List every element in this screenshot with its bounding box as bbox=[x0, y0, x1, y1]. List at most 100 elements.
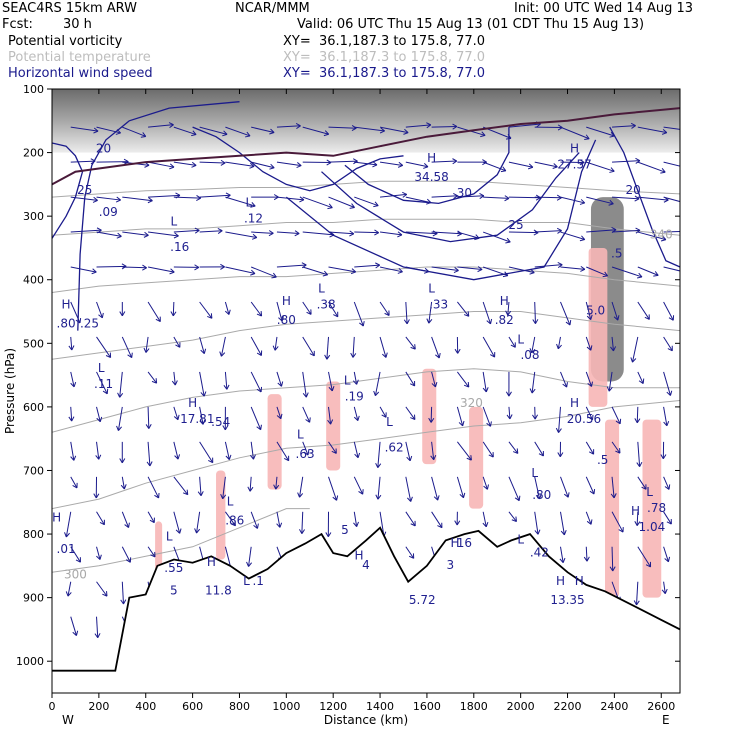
extremum-label: .63 bbox=[296, 447, 315, 461]
extremum-label: .86 bbox=[225, 514, 244, 528]
wind-vector-shaft bbox=[173, 196, 201, 199]
wind-vector-head bbox=[667, 345, 673, 352]
wind-vector-shaft bbox=[663, 371, 671, 396]
x-tick-label: 1800 bbox=[460, 700, 488, 713]
wind-vector-shaft bbox=[508, 511, 517, 522]
wind-vector-head bbox=[565, 320, 572, 326]
wind-vector bbox=[375, 441, 382, 468]
wind-vector bbox=[560, 476, 570, 498]
wind-vector-head bbox=[96, 416, 103, 423]
wind-vector-shaft bbox=[637, 196, 669, 201]
wind-vector-head bbox=[562, 382, 568, 388]
wind-vector-head bbox=[253, 523, 259, 529]
wind-vector-head bbox=[588, 414, 594, 421]
wind-vector-shaft bbox=[196, 511, 201, 534]
wind-vector-head bbox=[638, 378, 645, 384]
extremum-label: .82 bbox=[495, 313, 514, 327]
wind-vector bbox=[353, 301, 365, 327]
wind-vector bbox=[122, 264, 147, 271]
wind-vector-shaft bbox=[431, 266, 459, 272]
wind-vector bbox=[173, 336, 181, 348]
wind-vector bbox=[559, 511, 567, 536]
wind-vector-head bbox=[409, 380, 416, 387]
wind-vector-shaft bbox=[612, 160, 640, 163]
wind-vector bbox=[352, 371, 359, 385]
wind-vector bbox=[225, 126, 251, 138]
wind-vector-head bbox=[529, 268, 535, 275]
wind-vector-head bbox=[660, 235, 667, 242]
wind-vector bbox=[405, 371, 416, 387]
wind-vector bbox=[70, 196, 98, 203]
wind-vector-head bbox=[278, 316, 284, 322]
wind-vector-head bbox=[375, 462, 382, 468]
wind-vector bbox=[583, 546, 590, 562]
negative-pv-region bbox=[588, 247, 608, 407]
wind-vector-head bbox=[454, 520, 461, 526]
field-xy-wind: XY= 36.1,187.3 to 175.8, 77.0 bbox=[283, 66, 486, 81]
wind-vector-shaft bbox=[199, 194, 231, 198]
wind-vector-shaft bbox=[199, 476, 202, 496]
extremum-label: 25 bbox=[508, 218, 523, 232]
wind-vector bbox=[96, 581, 108, 597]
wind-vector-head bbox=[463, 382, 470, 388]
wind-vector-head bbox=[661, 588, 668, 594]
wind-vector-shaft bbox=[96, 126, 121, 134]
wind-vector-head bbox=[609, 131, 615, 138]
wind-vector bbox=[302, 266, 329, 277]
wind-vector-head bbox=[680, 269, 685, 274]
x-tick-label: 800 bbox=[229, 700, 250, 713]
wind-vector-head bbox=[358, 489, 364, 495]
wind-vector bbox=[173, 511, 182, 534]
wind-vector-head bbox=[219, 351, 226, 357]
wind-vector-shaft bbox=[508, 161, 533, 168]
wind-vector-shaft bbox=[147, 266, 175, 273]
wind-vector-shaft bbox=[637, 476, 647, 490]
wind-vector-head bbox=[72, 630, 79, 636]
wind-vector-head bbox=[224, 309, 231, 315]
wind-vector bbox=[246, 546, 253, 567]
wind-vector-shaft bbox=[586, 196, 614, 205]
wind-vector-shaft bbox=[456, 301, 470, 317]
wind-vector-shaft bbox=[508, 476, 520, 501]
wind-vector-shaft bbox=[301, 511, 304, 534]
field-xy-pv: XY= 36.1,187.3 to 175.8, 77.0 bbox=[283, 34, 486, 49]
extremum-label: L bbox=[531, 466, 538, 480]
wind-vector bbox=[70, 441, 77, 461]
extremum-label: .78 bbox=[647, 501, 666, 515]
wind-vector-shaft bbox=[507, 301, 510, 316]
wind-vector-head bbox=[512, 448, 519, 454]
wind-vector-shaft bbox=[379, 231, 402, 236]
wind-vector-head bbox=[349, 230, 355, 237]
wind-vector-head bbox=[663, 420, 670, 427]
wind-vector-shaft bbox=[96, 616, 99, 638]
wind-vector bbox=[660, 441, 667, 460]
x-tick-label: 2000 bbox=[507, 700, 535, 713]
y-tick-label: 600 bbox=[23, 401, 44, 414]
y-tick-label: 1000 bbox=[16, 655, 44, 668]
extremum-label: L bbox=[227, 494, 234, 508]
wind-vector-head bbox=[423, 267, 430, 274]
wind-vector-head bbox=[458, 420, 465, 427]
wind-vector-head bbox=[142, 264, 147, 271]
wind-vector-shaft bbox=[251, 231, 274, 234]
extremum-label: .01 bbox=[57, 542, 76, 556]
wind-vector-head bbox=[661, 128, 668, 135]
extremum-label: .5 bbox=[611, 246, 622, 260]
extremum-label: H bbox=[570, 142, 579, 156]
wind-vector-shaft bbox=[456, 441, 472, 461]
wind-vector-shaft bbox=[328, 160, 358, 163]
wind-vector bbox=[560, 301, 572, 326]
wind-vector-head bbox=[608, 199, 614, 206]
x-tick-label: 400 bbox=[135, 700, 156, 713]
extremum-label: .54 bbox=[211, 415, 230, 429]
wind-vector bbox=[585, 301, 593, 320]
wind-vector bbox=[633, 581, 640, 606]
wind-vector-head bbox=[504, 195, 510, 202]
wind-vector bbox=[611, 266, 643, 279]
wind-vector bbox=[199, 441, 214, 464]
extremum-label: L bbox=[428, 281, 435, 295]
wind-vector bbox=[379, 336, 388, 358]
wind-vector-head bbox=[169, 268, 175, 275]
wind-vector-shaft bbox=[67, 581, 72, 597]
wind-vector-head bbox=[272, 345, 279, 351]
